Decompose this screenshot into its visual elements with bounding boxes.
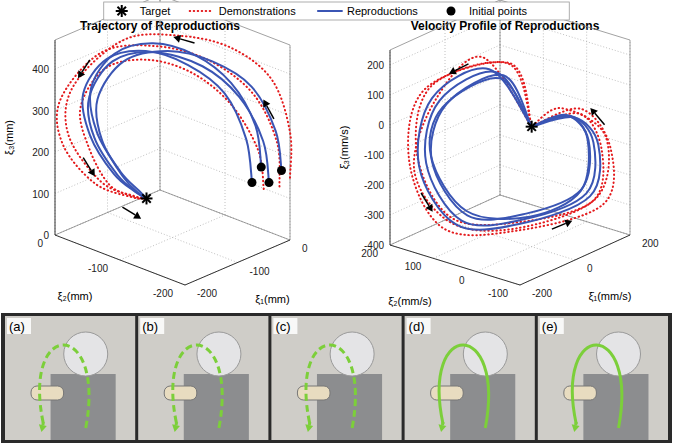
- svg-text:-100: -100: [250, 266, 270, 277]
- svg-text:(e): (e): [542, 319, 558, 334]
- svg-text:-400: -400: [364, 240, 384, 251]
- svg-text:ξ̇₃(mm/s): ξ̇₃(mm/s): [338, 126, 350, 170]
- svg-text:100: 100: [32, 189, 49, 200]
- svg-text:0: 0: [459, 275, 465, 286]
- svg-text:Target: Target: [140, 5, 171, 17]
- svg-text:0: 0: [302, 243, 308, 254]
- svg-text:ξ₃(mm): ξ₃(mm): [3, 120, 15, 155]
- svg-text:-300: -300: [364, 210, 384, 221]
- svg-text:ξ₁(mm): ξ₁(mm): [255, 293, 289, 305]
- svg-text:200: 200: [361, 248, 378, 259]
- svg-text:(d): (d): [409, 319, 425, 334]
- svg-text:Reproductions: Reproductions: [347, 5, 418, 17]
- svg-text:0: 0: [587, 263, 593, 274]
- svg-text:-200: -200: [532, 288, 552, 299]
- svg-text:ξ̇₂(mm/s): ξ̇₂(mm/s): [388, 295, 431, 307]
- svg-text:300: 300: [32, 106, 49, 117]
- svg-text:200: 200: [642, 238, 659, 249]
- svg-text:100: 100: [405, 261, 422, 272]
- svg-text:400: 400: [32, 64, 49, 75]
- svg-text:Velocity Profile of Reproducti: Velocity Profile of Reproductions: [411, 19, 600, 33]
- svg-text:-100: -100: [364, 150, 384, 161]
- svg-text:0: 0: [43, 230, 49, 241]
- svg-text:-100: -100: [488, 288, 508, 299]
- svg-text:200: 200: [367, 60, 384, 71]
- svg-text:0: 0: [378, 120, 384, 131]
- svg-text:-100: -100: [88, 263, 108, 274]
- svg-text:Trajectory of Reproductions: Trajectory of Reproductions: [80, 19, 240, 33]
- svg-text:Demonstrations: Demonstrations: [219, 5, 297, 17]
- svg-text:(b): (b): [142, 319, 158, 334]
- svg-text:-200: -200: [364, 180, 384, 191]
- svg-text:-200: -200: [197, 288, 217, 299]
- svg-text:200: 200: [32, 147, 49, 158]
- svg-text:ξ₂(mm): ξ₂(mm): [58, 290, 93, 302]
- svg-text:100: 100: [367, 90, 384, 101]
- svg-text:(c): (c): [275, 319, 290, 334]
- svg-text:ξ̇₁(mm/s): ξ̇₁(mm/s): [589, 290, 632, 302]
- svg-text:0: 0: [37, 238, 43, 249]
- svg-text:Initial points: Initial points: [469, 5, 528, 17]
- svg-text:(a): (a): [9, 319, 25, 334]
- svg-text:-200: -200: [153, 288, 173, 299]
